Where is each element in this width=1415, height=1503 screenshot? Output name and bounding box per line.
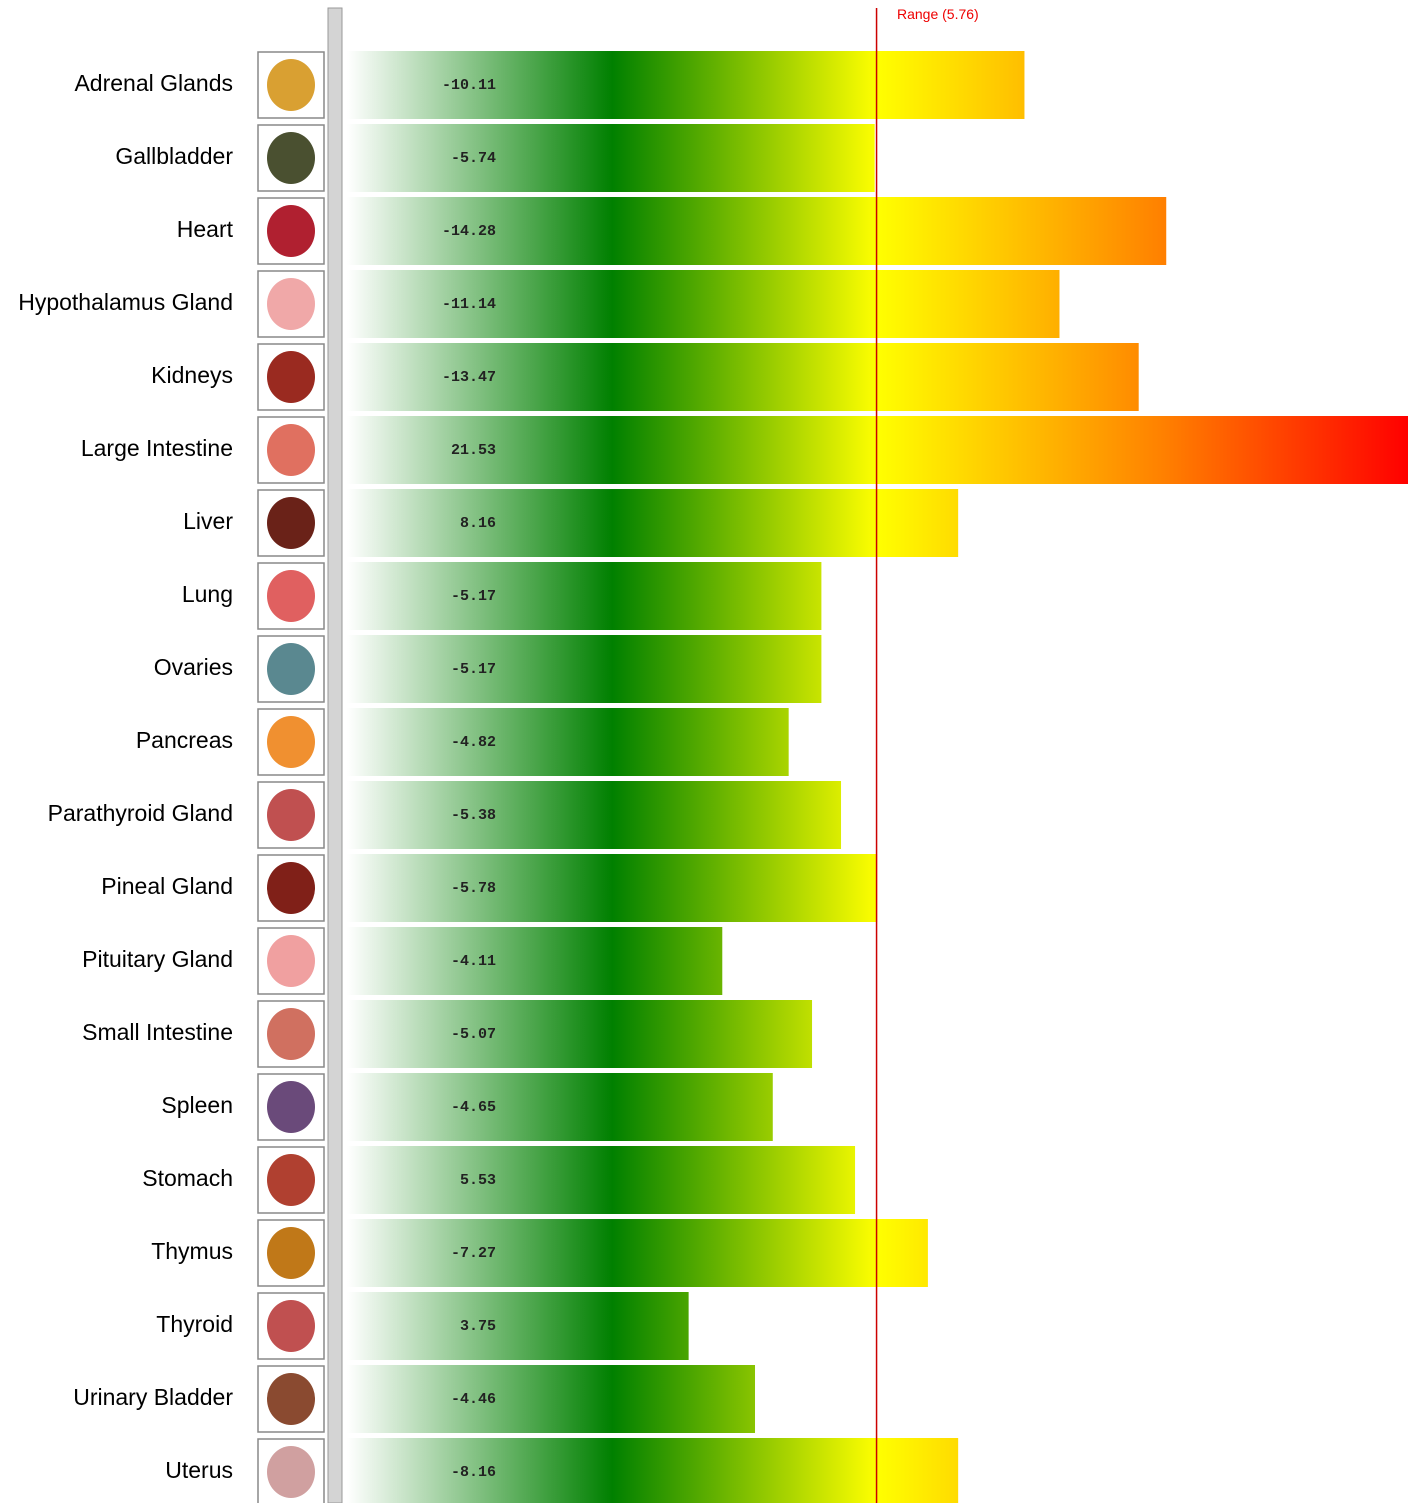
value-label: -5.17 (451, 588, 496, 605)
organ-icon (267, 278, 315, 330)
value-label: -5.74 (451, 150, 496, 167)
bar (347, 1000, 813, 1068)
organ-icon (267, 1227, 315, 1279)
value-label: 3.75 (460, 1318, 496, 1335)
value-label: -8.16 (451, 1464, 496, 1481)
category-label: Parathyroid Gland (48, 800, 233, 826)
bar (347, 1292, 689, 1360)
value-label: -5.17 (451, 661, 496, 678)
bar (347, 1146, 856, 1214)
bar (347, 635, 822, 703)
category-label: Stomach (142, 1165, 233, 1191)
category-label: Lung (182, 581, 233, 607)
value-label: -5.07 (451, 1026, 496, 1043)
category-label: Gallbladder (115, 143, 233, 169)
category-label: Hypothalamus Gland (18, 289, 233, 315)
bar (347, 781, 842, 849)
bar (347, 343, 1139, 411)
scroll-rail (327, 7, 343, 1503)
bar (347, 562, 822, 630)
value-label: -13.47 (442, 369, 496, 386)
category-label: Ovaries (154, 654, 233, 680)
category-label: Thymus (151, 1238, 233, 1264)
value-label: -4.65 (451, 1099, 496, 1116)
bar (347, 270, 1060, 338)
value-label: 5.53 (460, 1172, 496, 1189)
bar (347, 854, 878, 922)
organ-icon (267, 1081, 315, 1133)
organ-icon (267, 59, 315, 111)
organ-icon (267, 351, 315, 403)
bar (347, 51, 1025, 119)
value-label: -4.82 (451, 734, 496, 751)
bar (347, 124, 875, 192)
organ-icon (267, 1373, 315, 1425)
organ-icon (267, 497, 315, 549)
organ-icon (267, 1154, 315, 1206)
category-label: Pituitary Gland (82, 946, 233, 972)
bar (347, 1219, 928, 1287)
category-label: Adrenal Glands (74, 70, 233, 96)
value-label: 21.53 (451, 442, 496, 459)
range-label: Range (5.76) (897, 6, 979, 22)
value-label: -14.28 (442, 223, 496, 240)
organ-icon (267, 643, 315, 695)
organ-icon (267, 1446, 315, 1498)
organ-icon (267, 935, 315, 987)
value-label: -11.14 (442, 296, 496, 313)
organ-icon (267, 862, 315, 914)
category-label: Pancreas (136, 727, 233, 753)
category-label: Heart (177, 216, 234, 242)
bar (347, 1073, 773, 1141)
value-label: -5.38 (451, 807, 496, 824)
organ-icon (267, 716, 315, 768)
category-label: Thyroid (156, 1311, 233, 1337)
category-label: Small Intestine (82, 1019, 233, 1045)
organ-icon (267, 424, 315, 476)
bar (347, 1365, 756, 1433)
value-label: -5.78 (451, 880, 496, 897)
value-label: -4.46 (451, 1391, 496, 1408)
category-label: Urinary Bladder (73, 1384, 233, 1410)
category-label: Large Intestine (81, 435, 233, 461)
bar (347, 927, 723, 995)
bar (347, 708, 789, 776)
category-label: Kidneys (151, 362, 233, 388)
value-label: -4.11 (451, 953, 496, 970)
value-label: 8.16 (460, 515, 496, 532)
value-label: -7.27 (451, 1245, 496, 1262)
organ-icon (267, 132, 315, 184)
bar (347, 416, 1408, 484)
organ-icon (267, 570, 315, 622)
organ-icon (267, 789, 315, 841)
bar (347, 1438, 959, 1503)
organ-icon (267, 205, 315, 257)
value-label: -10.11 (442, 77, 496, 94)
organ-icon (267, 1008, 315, 1060)
category-label: Uterus (165, 1457, 233, 1483)
category-label: Pineal Gland (101, 873, 233, 899)
category-label: Spleen (161, 1092, 233, 1118)
organ-icon (267, 1300, 315, 1352)
bar (347, 197, 1167, 265)
bar (347, 489, 959, 557)
category-label: Liver (183, 508, 233, 534)
